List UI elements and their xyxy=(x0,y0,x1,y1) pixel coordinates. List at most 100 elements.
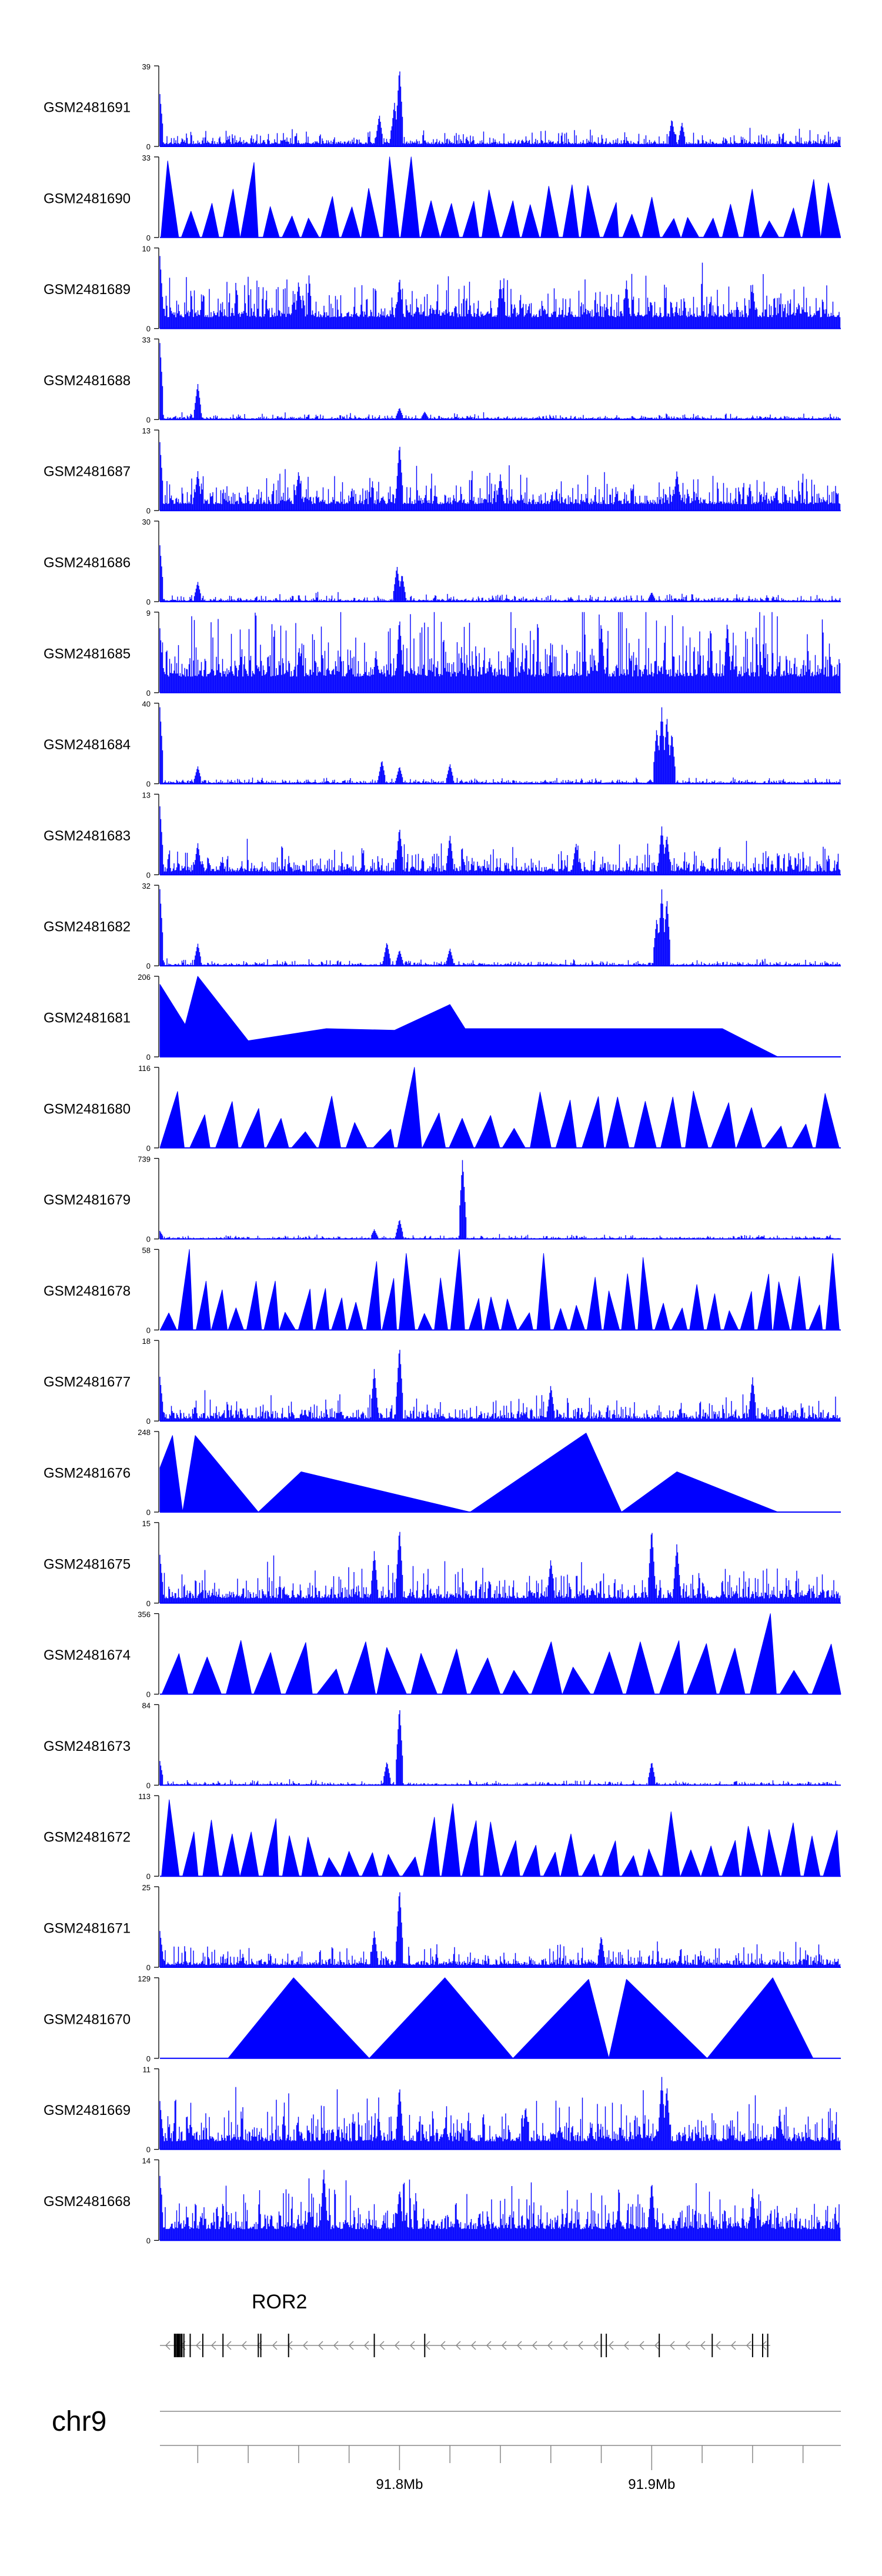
genomic-axis: 91.8Mb 91.9Mb xyxy=(160,2445,841,2492)
y-axis-max-label: 129 xyxy=(138,1974,151,1983)
y-axis-min-label: 0 xyxy=(146,1781,151,1790)
exon xyxy=(178,2334,181,2357)
track-GSM2481679: GSM2481679 739 0 xyxy=(44,1155,841,1244)
y-axis-max-label: 84 xyxy=(142,1701,151,1710)
exon xyxy=(288,2334,289,2357)
gene-label: ROR2 xyxy=(252,2291,307,2313)
coverage-tracks: GSM2481691390GSM2481690330GSM2481689100G… xyxy=(44,62,841,2245)
y-axis-min-label: 0 xyxy=(146,233,151,242)
y-axis-max-label: 10 xyxy=(142,245,151,253)
strand-arrow xyxy=(409,2341,415,2350)
signal-area xyxy=(161,1613,841,1695)
strand-arrow xyxy=(318,2341,323,2350)
y-axis-min-label: 0 xyxy=(146,1144,151,1153)
track-GSM2481689: GSM2481689 10 0 xyxy=(44,245,841,333)
y-axis-min-label: 0 xyxy=(146,598,151,606)
signal-bars xyxy=(159,707,841,784)
exon xyxy=(180,2334,183,2357)
y-axis-max-label: 25 xyxy=(142,1883,151,1892)
y-axis-max-label: 58 xyxy=(142,1246,151,1254)
exon xyxy=(606,2334,607,2357)
signal-bars xyxy=(159,806,841,875)
strand-arrow xyxy=(211,2341,216,2350)
y-axis-min-label: 0 xyxy=(146,142,151,151)
track-label: GSM2481683 xyxy=(44,828,131,844)
y-axis-min-label: 0 xyxy=(146,1963,151,1972)
exon xyxy=(260,2334,262,2357)
track-GSM2481691: GSM2481691 39 0 xyxy=(44,62,841,151)
strand-arrow xyxy=(440,2341,446,2350)
strand-arrow xyxy=(394,2341,400,2350)
y-axis-min-label: 0 xyxy=(146,1690,151,1699)
y-axis-min-label: 0 xyxy=(146,1235,151,1244)
strand-arrow xyxy=(348,2341,354,2350)
track-GSM2481678: GSM2481678 58 0 xyxy=(44,1246,841,1334)
track-GSM2481676: GSM2481676 248 0 xyxy=(44,1428,841,1517)
y-axis-max-label: 14 xyxy=(142,2156,151,2165)
strand-arrow xyxy=(547,2341,553,2350)
track-label: GSM2481675 xyxy=(44,1556,131,1572)
signal-area xyxy=(159,976,779,1057)
signal-bars xyxy=(159,889,841,966)
y-axis-max-label: 30 xyxy=(142,518,151,526)
y-axis-min-label: 0 xyxy=(146,1417,151,1426)
track-label: GSM2481689 xyxy=(44,282,131,298)
y-axis-min-label: 0 xyxy=(146,1326,151,1334)
track-GSM2481683: GSM2481683 13 0 xyxy=(44,790,841,879)
signal-bars xyxy=(159,1531,841,1603)
signal-bars xyxy=(159,612,841,693)
exon xyxy=(762,2334,764,2357)
axis-tick-label: 91.8Mb xyxy=(376,2477,423,2492)
y-axis-min-label: 0 xyxy=(146,1508,151,1517)
track-GSM2481677: GSM2481677 18 0 xyxy=(44,1337,841,1426)
strand-arrow xyxy=(700,2341,706,2350)
signal-bars xyxy=(159,71,841,146)
strand-arrow xyxy=(715,2341,721,2350)
y-axis-max-label: 739 xyxy=(138,1155,151,1164)
exon xyxy=(173,2334,176,2357)
y-axis-min-label: 0 xyxy=(146,1872,151,1881)
strand-arrow xyxy=(486,2341,492,2350)
exon xyxy=(176,2334,179,2357)
track-GSM2481687: GSM2481687 13 0 xyxy=(44,426,841,515)
strand-arrow xyxy=(654,2341,660,2350)
y-axis-max-label: 13 xyxy=(142,790,151,799)
signal-bars xyxy=(159,1350,841,1422)
track-GSM2481681: GSM2481681 206 0 xyxy=(44,973,841,1062)
strand-arrow xyxy=(226,2341,232,2350)
signal-bars xyxy=(159,256,841,329)
signal-bars xyxy=(159,1710,841,1786)
track-label: GSM2481672 xyxy=(44,1830,131,1846)
y-axis-max-label: 113 xyxy=(138,1792,151,1801)
exon xyxy=(600,2334,602,2357)
y-axis-min-label: 0 xyxy=(146,870,151,879)
exon xyxy=(222,2334,224,2357)
track-GSM2481672: GSM2481672 113 0 xyxy=(44,1792,841,1881)
strand-arrow xyxy=(639,2341,644,2350)
strand-arrow xyxy=(516,2341,522,2350)
exon xyxy=(711,2334,713,2357)
y-axis-max-label: 39 xyxy=(142,62,151,71)
strand-arrow xyxy=(455,2341,461,2350)
track-GSM2481668: GSM2481668 14 0 xyxy=(44,2156,841,2245)
y-axis-min-label: 0 xyxy=(146,1053,151,1062)
y-axis-max-label: 11 xyxy=(143,2066,151,2074)
track-GSM2481688: GSM2481688 33 0 xyxy=(44,335,841,424)
strand-arrow xyxy=(333,2341,339,2350)
track-label: GSM2481678 xyxy=(44,1283,131,1299)
strand-arrow xyxy=(593,2341,599,2350)
exon xyxy=(751,2334,753,2357)
y-axis-min-label: 0 xyxy=(146,2236,151,2245)
y-axis-max-label: 32 xyxy=(142,882,151,890)
strand-arrow xyxy=(379,2341,385,2350)
track-GSM2481674: GSM2481674 356 0 xyxy=(44,1610,841,1699)
strand-arrow xyxy=(302,2341,308,2350)
signal-bars xyxy=(159,2170,841,2241)
signal-bars xyxy=(159,1892,841,1967)
strand-arrow xyxy=(761,2341,767,2350)
track-GSM2481684: GSM2481684 40 0 xyxy=(44,700,841,789)
track-label: GSM2481685 xyxy=(44,646,131,662)
y-axis-min-label: 0 xyxy=(146,962,151,970)
track-GSM2481680: GSM2481680 116 0 xyxy=(44,1064,841,1153)
